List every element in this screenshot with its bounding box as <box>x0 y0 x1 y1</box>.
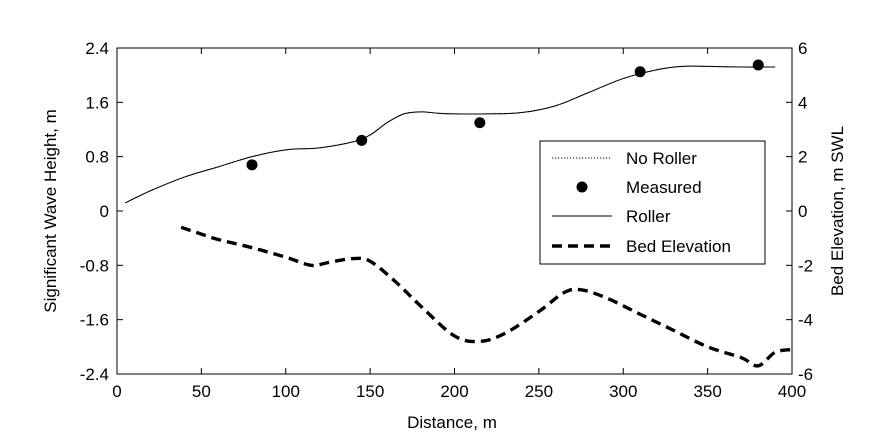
measured-point <box>752 59 764 71</box>
legend-bed-elevation: Bed Elevation <box>552 237 731 256</box>
legend-label: Measured <box>626 178 702 197</box>
x-tick-label: 250 <box>525 382 553 401</box>
series-roller-line <box>125 65 776 204</box>
legend-marker <box>576 181 588 193</box>
measured-point <box>634 66 646 78</box>
y-right-tick-label: 2 <box>798 148 807 167</box>
y-right-tick-label: -2 <box>798 256 813 275</box>
x-tick-label: 200 <box>440 382 468 401</box>
measured-point <box>474 117 486 129</box>
y-right-tick-label: -6 <box>798 365 813 384</box>
x-tick-label: 50 <box>192 382 211 401</box>
legend: No Roller Measured Roller Bed Elevation <box>539 140 766 265</box>
y-right-tick-label: -4 <box>798 311 813 330</box>
tick-marks <box>116 47 793 375</box>
y-left-tick-label: 0 <box>100 202 109 221</box>
y-left-tick-label: 0.8 <box>85 148 109 167</box>
y-left-tick-label: 2.4 <box>85 39 109 58</box>
y-right-tick-labels: 6 4 2 0 -2 -4 -6 <box>798 39 813 384</box>
y-axis-left-label: Significant Wave Height, m <box>41 109 60 312</box>
y-left-tick-label: 1.6 <box>85 93 109 112</box>
y-left-tick-label: -1.6 <box>80 311 109 330</box>
y-left-tick-labels: 2.4 1.6 0.8 0 -0.8 -1.6 -2.4 <box>80 39 109 384</box>
x-tick-label: 350 <box>693 382 721 401</box>
legend-label: No Roller <box>626 149 697 168</box>
legend-roller: Roller <box>552 207 671 226</box>
legend-label: Bed Elevation <box>626 237 731 256</box>
legend-label: Roller <box>626 207 671 226</box>
series-layer <box>125 59 793 368</box>
measured-point <box>246 159 258 171</box>
series-measured <box>246 59 764 171</box>
x-tick-label: 150 <box>356 382 384 401</box>
legend-box <box>539 140 766 265</box>
x-tick-label: 300 <box>609 382 637 401</box>
y-axis-right-label: Bed Elevation, m SWL <box>828 126 847 296</box>
legend-measured: Measured <box>576 178 702 197</box>
x-tick-labels: 0 50 100 150 200 250 300 350 400 <box>112 382 806 401</box>
x-tick-label: 0 <box>112 382 121 401</box>
x-axis-label: Distance, m <box>407 413 497 432</box>
x-tick-label: 400 <box>778 382 806 401</box>
legend-no-roller: No Roller <box>552 149 697 168</box>
y-left-tick-label: -0.8 <box>80 256 109 275</box>
y-right-tick-label: 4 <box>798 93 807 112</box>
x-tick-label: 100 <box>272 382 300 401</box>
y-right-tick-label: 0 <box>798 202 807 221</box>
y-right-tick-label: 6 <box>798 39 807 58</box>
y-left-tick-label: -2.4 <box>80 365 109 384</box>
